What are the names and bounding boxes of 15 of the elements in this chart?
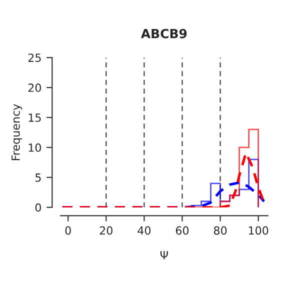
- y-axis-title: Frequency: [12, 104, 22, 160]
- chart-title: ABCB9: [140, 28, 187, 38]
- y-tick-label: 5: [36, 174, 41, 182]
- y-tick-label: 25: [28, 54, 41, 62]
- y-tick-label: 10: [28, 143, 41, 152]
- x-axis-title: Ψ: [160, 251, 168, 260]
- y-tick-label: 15: [28, 114, 41, 122]
- x-tick-label: 20: [100, 226, 112, 235]
- x-tick-label: 60: [176, 226, 189, 235]
- y-tick-label: 0: [35, 203, 41, 212]
- x-tick-label: 0: [65, 226, 71, 235]
- x-tick-label: 100: [248, 226, 268, 235]
- x-tick-label: 80: [214, 226, 227, 235]
- y-tick-label: 20: [28, 84, 41, 92]
- x-tick-label: 40: [138, 226, 151, 235]
